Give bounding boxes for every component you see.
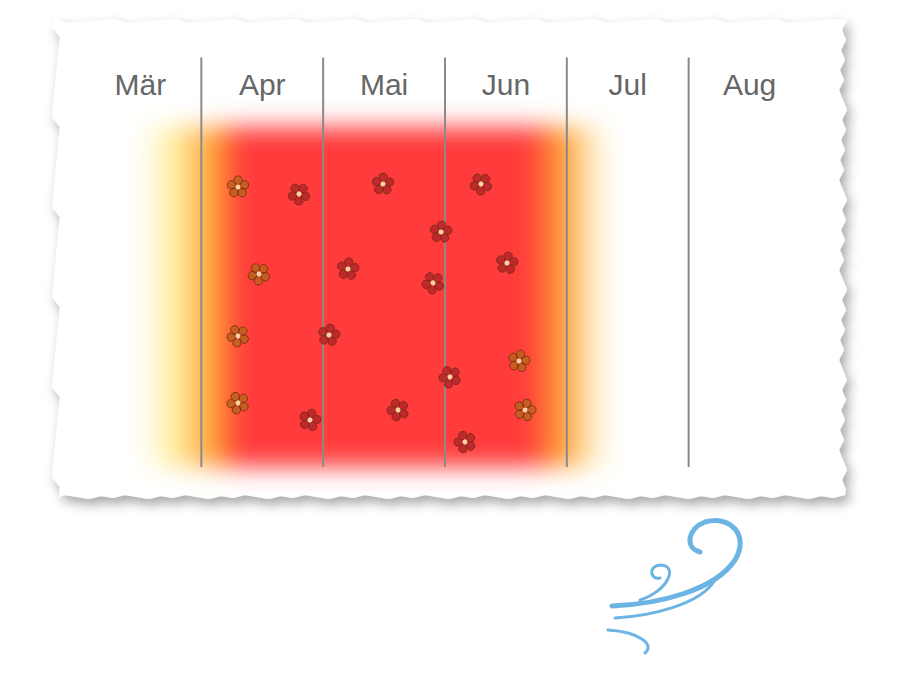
svg-text:Mär: Mär [115, 68, 167, 101]
svg-text:Jul: Jul [609, 68, 647, 101]
svg-text:Apr: Apr [239, 68, 286, 101]
svg-text:Jun: Jun [482, 68, 530, 101]
svg-text:Mai: Mai [360, 68, 408, 101]
svg-text:Aug: Aug [723, 68, 776, 101]
